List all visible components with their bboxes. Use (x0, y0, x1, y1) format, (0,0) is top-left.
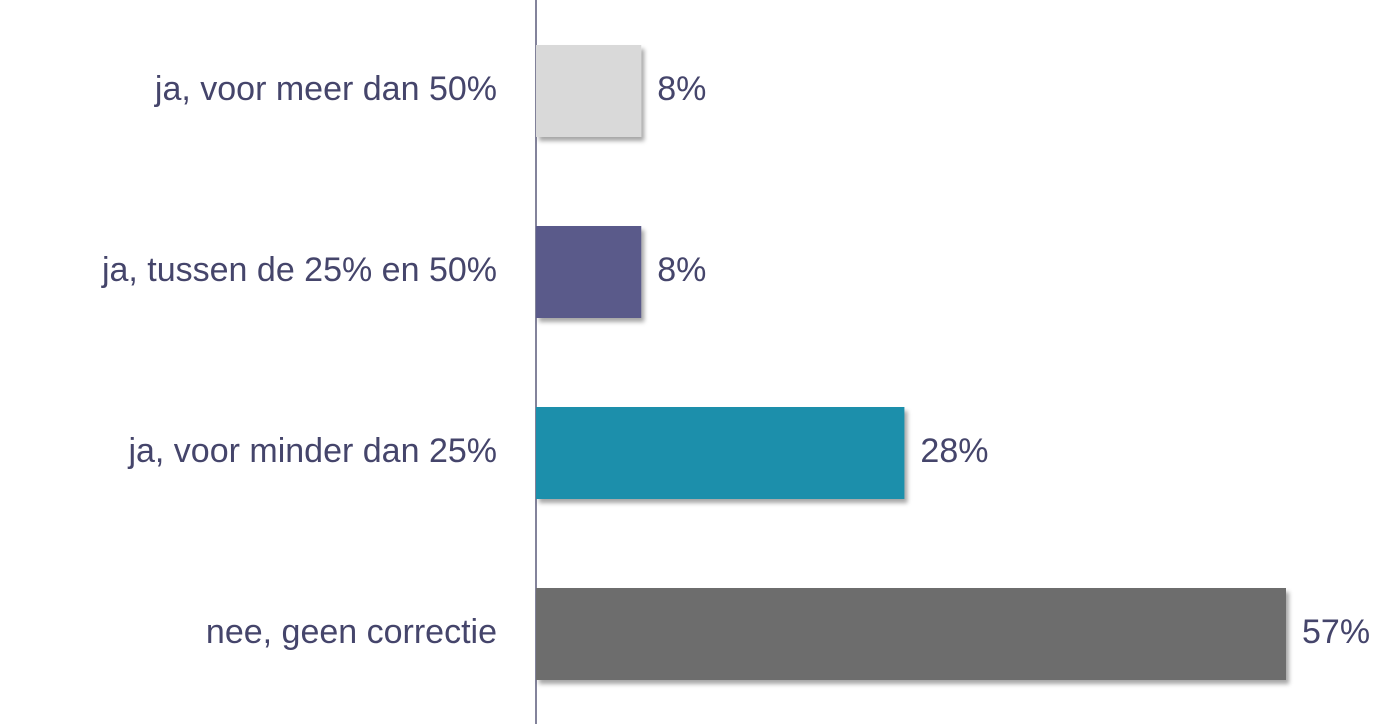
bar (536, 588, 1286, 680)
value-label: 57% (1302, 613, 1370, 651)
category-label: ja, voor minder dan 25% (127, 432, 497, 470)
value-label: 28% (920, 432, 988, 470)
value-label: 8% (657, 251, 706, 289)
bar (536, 407, 905, 499)
category-label: nee, geen correctie (206, 613, 497, 651)
value-label: 8% (657, 70, 706, 108)
category-label: ja, tussen de 25% en 50% (101, 251, 497, 289)
bar (536, 45, 642, 137)
bar (536, 226, 642, 318)
category-label: ja, voor meer dan 50% (154, 70, 497, 108)
